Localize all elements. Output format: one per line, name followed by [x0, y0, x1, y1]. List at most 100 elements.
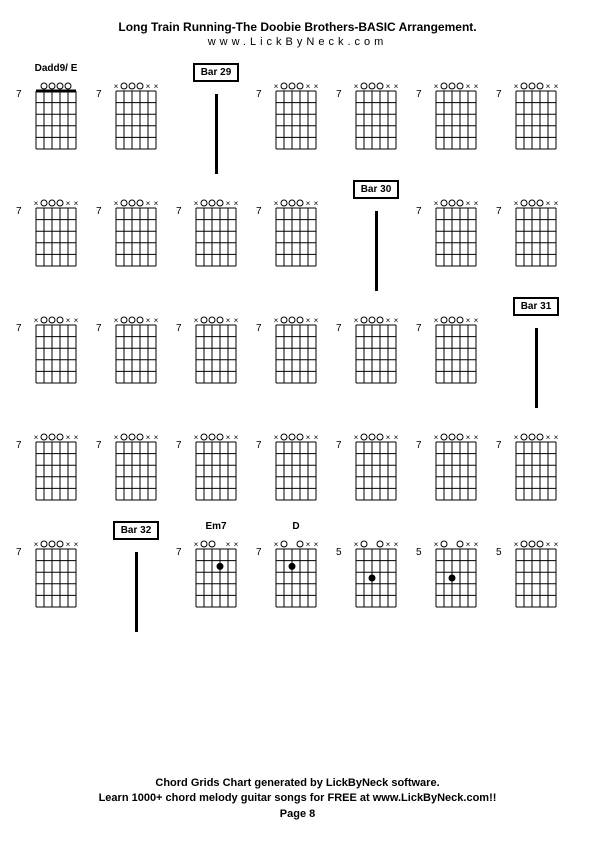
bar-marker: Bar 30	[340, 180, 412, 291]
fret-number: 7	[176, 206, 182, 217]
svg-text:×: ×	[514, 433, 519, 442]
bar-marker: Bar 32	[100, 521, 172, 632]
svg-text:×: ×	[514, 540, 519, 549]
chord-diagram: 7×××	[100, 180, 172, 291]
svg-text:×: ×	[306, 82, 311, 91]
fret-number: 7	[416, 323, 422, 334]
chord-grid: 7×××	[266, 430, 326, 515]
bar-divider	[215, 94, 218, 174]
svg-text:×: ×	[154, 199, 159, 208]
svg-text:×: ×	[226, 433, 231, 442]
svg-text:×: ×	[394, 82, 399, 91]
svg-text:×: ×	[314, 540, 319, 549]
fret-number: 7	[96, 89, 102, 100]
svg-text:×: ×	[274, 540, 279, 549]
svg-text:×: ×	[114, 316, 119, 325]
svg-text:×: ×	[234, 316, 239, 325]
svg-text:×: ×	[306, 316, 311, 325]
chord-diagram: 7×××	[20, 297, 92, 408]
footer-line2: Learn 1000+ chord melody guitar songs fo…	[0, 791, 595, 806]
chord-diagram: 5×××	[500, 521, 572, 632]
svg-text:×: ×	[394, 433, 399, 442]
svg-text:×: ×	[314, 82, 319, 91]
chord-grid-container: Dadd9/ E77×××Bar 297×××7×××7×××7×××7×××7…	[15, 63, 580, 632]
svg-text:×: ×	[354, 316, 359, 325]
chord-grid: 7×××	[426, 430, 486, 515]
svg-text:×: ×	[234, 199, 239, 208]
chord-grid: 7×××	[266, 196, 326, 281]
bar-label: Bar 29	[193, 63, 240, 82]
chord-grid: 7	[26, 79, 86, 164]
chord-diagram: 7×××	[100, 63, 172, 174]
chord-grid: 7×××	[346, 79, 406, 164]
chord-grid: 7×××	[106, 430, 166, 515]
svg-text:×: ×	[226, 540, 231, 549]
chord-grid: 7×××	[266, 537, 326, 622]
svg-text:×: ×	[474, 433, 479, 442]
fret-number: 7	[496, 89, 502, 100]
svg-text:×: ×	[394, 316, 399, 325]
chord-diagram: 7×××	[340, 297, 412, 408]
svg-text:×: ×	[226, 199, 231, 208]
fret-number: 5	[496, 547, 502, 558]
chord-diagram: 7×××	[420, 414, 492, 515]
svg-text:×: ×	[146, 82, 151, 91]
fret-number: 5	[416, 547, 422, 558]
svg-text:×: ×	[354, 82, 359, 91]
fret-number: 5	[336, 547, 342, 558]
svg-text:×: ×	[74, 199, 79, 208]
chord-diagram: 7×××	[260, 63, 332, 174]
svg-text:×: ×	[154, 433, 159, 442]
fret-number: 7	[336, 89, 342, 100]
header: Long Train Running-The Doobie Brothers-B…	[15, 20, 580, 48]
chord-grid: 5×××	[506, 537, 566, 622]
svg-text:×: ×	[386, 433, 391, 442]
svg-text:×: ×	[474, 199, 479, 208]
chord-diagram: Dadd9/ E7	[20, 63, 92, 174]
fret-number: 7	[16, 89, 22, 100]
svg-text:×: ×	[114, 82, 119, 91]
svg-text:×: ×	[194, 199, 199, 208]
svg-text:×: ×	[114, 199, 119, 208]
svg-text:×: ×	[146, 199, 151, 208]
fret-number: 7	[416, 206, 422, 217]
bar-marker: Bar 31	[500, 297, 572, 408]
url: www.LickByNeck.com	[15, 36, 580, 48]
fret-number: 7	[256, 206, 262, 217]
chord-diagram: 7×××	[340, 63, 412, 174]
svg-text:×: ×	[274, 316, 279, 325]
footer: Chord Grids Chart generated by LickByNec…	[0, 776, 595, 822]
svg-text:×: ×	[434, 199, 439, 208]
chord-diagram: 7×××	[180, 297, 252, 408]
svg-text:×: ×	[274, 82, 279, 91]
svg-text:×: ×	[434, 433, 439, 442]
svg-text:×: ×	[66, 540, 71, 549]
chord-grid: 7×××	[506, 196, 566, 281]
chord-grid: 7×××	[506, 79, 566, 164]
bar-divider	[535, 328, 538, 408]
fret-number: 7	[496, 206, 502, 217]
svg-text:×: ×	[154, 82, 159, 91]
chord-grid: 7×××	[106, 196, 166, 281]
svg-text:×: ×	[234, 433, 239, 442]
svg-text:×: ×	[394, 540, 399, 549]
svg-text:×: ×	[434, 540, 439, 549]
svg-text:×: ×	[314, 433, 319, 442]
chord-name-label: Em7	[205, 521, 226, 535]
chord-grid: 7×××	[26, 430, 86, 515]
fret-number: 7	[96, 206, 102, 217]
fret-number: 7	[96, 323, 102, 334]
svg-text:×: ×	[274, 433, 279, 442]
svg-text:×: ×	[434, 316, 439, 325]
chord-diagram: 7×××	[500, 63, 572, 174]
bar-label: Bar 32	[113, 521, 160, 540]
svg-text:×: ×	[234, 540, 239, 549]
svg-text:×: ×	[154, 316, 159, 325]
svg-text:×: ×	[546, 199, 551, 208]
chord-diagram: 7×××	[420, 297, 492, 408]
chord-diagram: 7×××	[260, 414, 332, 515]
chord-grid: 5×××	[426, 537, 486, 622]
fret-number: 7	[176, 440, 182, 451]
fret-number: 7	[176, 547, 182, 558]
fret-number: 7	[16, 440, 22, 451]
